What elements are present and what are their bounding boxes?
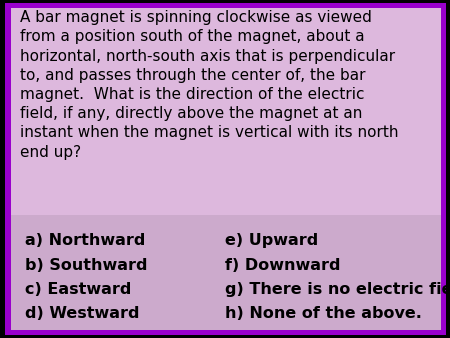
FancyBboxPatch shape (11, 215, 441, 330)
FancyBboxPatch shape (11, 8, 441, 215)
Text: A bar magnet is spinning clockwise as viewed
from a position south of the magnet: A bar magnet is spinning clockwise as vi… (20, 10, 399, 160)
Text: g) There is no electric field.: g) There is no electric field. (225, 282, 450, 297)
FancyBboxPatch shape (4, 3, 446, 335)
Text: d) Westward: d) Westward (25, 306, 139, 321)
Text: b) Southward: b) Southward (25, 258, 147, 272)
Text: h) None of the above.: h) None of the above. (225, 306, 422, 321)
Text: a) Northward: a) Northward (25, 233, 145, 248)
Text: f) Downward: f) Downward (225, 258, 341, 272)
Text: c) Eastward: c) Eastward (25, 282, 131, 297)
Text: e) Upward: e) Upward (225, 233, 318, 248)
